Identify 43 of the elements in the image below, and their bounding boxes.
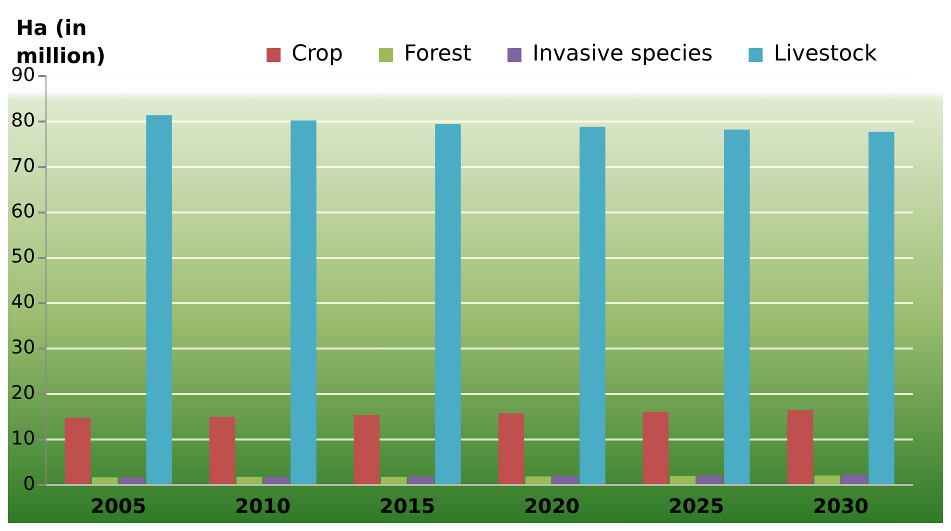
- bar: [354, 415, 380, 484]
- y-tick-label: 80: [10, 109, 36, 132]
- y-tick-label: 10: [10, 427, 36, 450]
- bar: [236, 476, 262, 484]
- y-tick-label: 20: [10, 382, 36, 404]
- y-tick-label: 50: [10, 246, 36, 268]
- bar: [580, 126, 606, 484]
- bar: [642, 412, 669, 484]
- x-tick-label: 2025: [668, 494, 724, 518]
- x-tick-label: 2015: [380, 494, 436, 518]
- bar: [408, 476, 434, 484]
- bar: [92, 477, 118, 484]
- bar: [525, 476, 552, 484]
- legend-label: Forest: [404, 42, 472, 67]
- x-tick-label: 2020: [524, 494, 580, 518]
- bar: [696, 475, 723, 484]
- bar: [498, 413, 524, 484]
- bar: [64, 418, 91, 484]
- bar: [380, 476, 407, 484]
- y-tick-label: 60: [10, 200, 36, 222]
- y-tick-label: 0: [23, 472, 36, 495]
- bar: [724, 130, 750, 484]
- bar: [209, 416, 236, 484]
- bar: [119, 477, 145, 484]
- legend-label: Crop: [292, 42, 343, 67]
- bar: [435, 124, 461, 484]
- bar: [814, 475, 840, 484]
- legend-label: Livestock: [774, 42, 878, 67]
- bar: [787, 410, 813, 484]
- bar: [264, 476, 290, 484]
- x-tick-label: 2005: [90, 494, 146, 518]
- y-tick-label: 70: [10, 154, 36, 177]
- bar: [841, 474, 868, 484]
- bar: [290, 120, 316, 484]
- y-tick-label: 40: [10, 291, 36, 314]
- bar: [868, 132, 894, 484]
- x-tick-label: 2030: [812, 494, 869, 518]
- x-tick-label: 2010: [235, 494, 291, 518]
- bar: [670, 476, 696, 484]
- legend-label: Invasive species: [532, 42, 713, 67]
- bar: [146, 115, 172, 484]
- bar: [552, 476, 578, 484]
- y-tick-label: 30: [10, 336, 36, 359]
